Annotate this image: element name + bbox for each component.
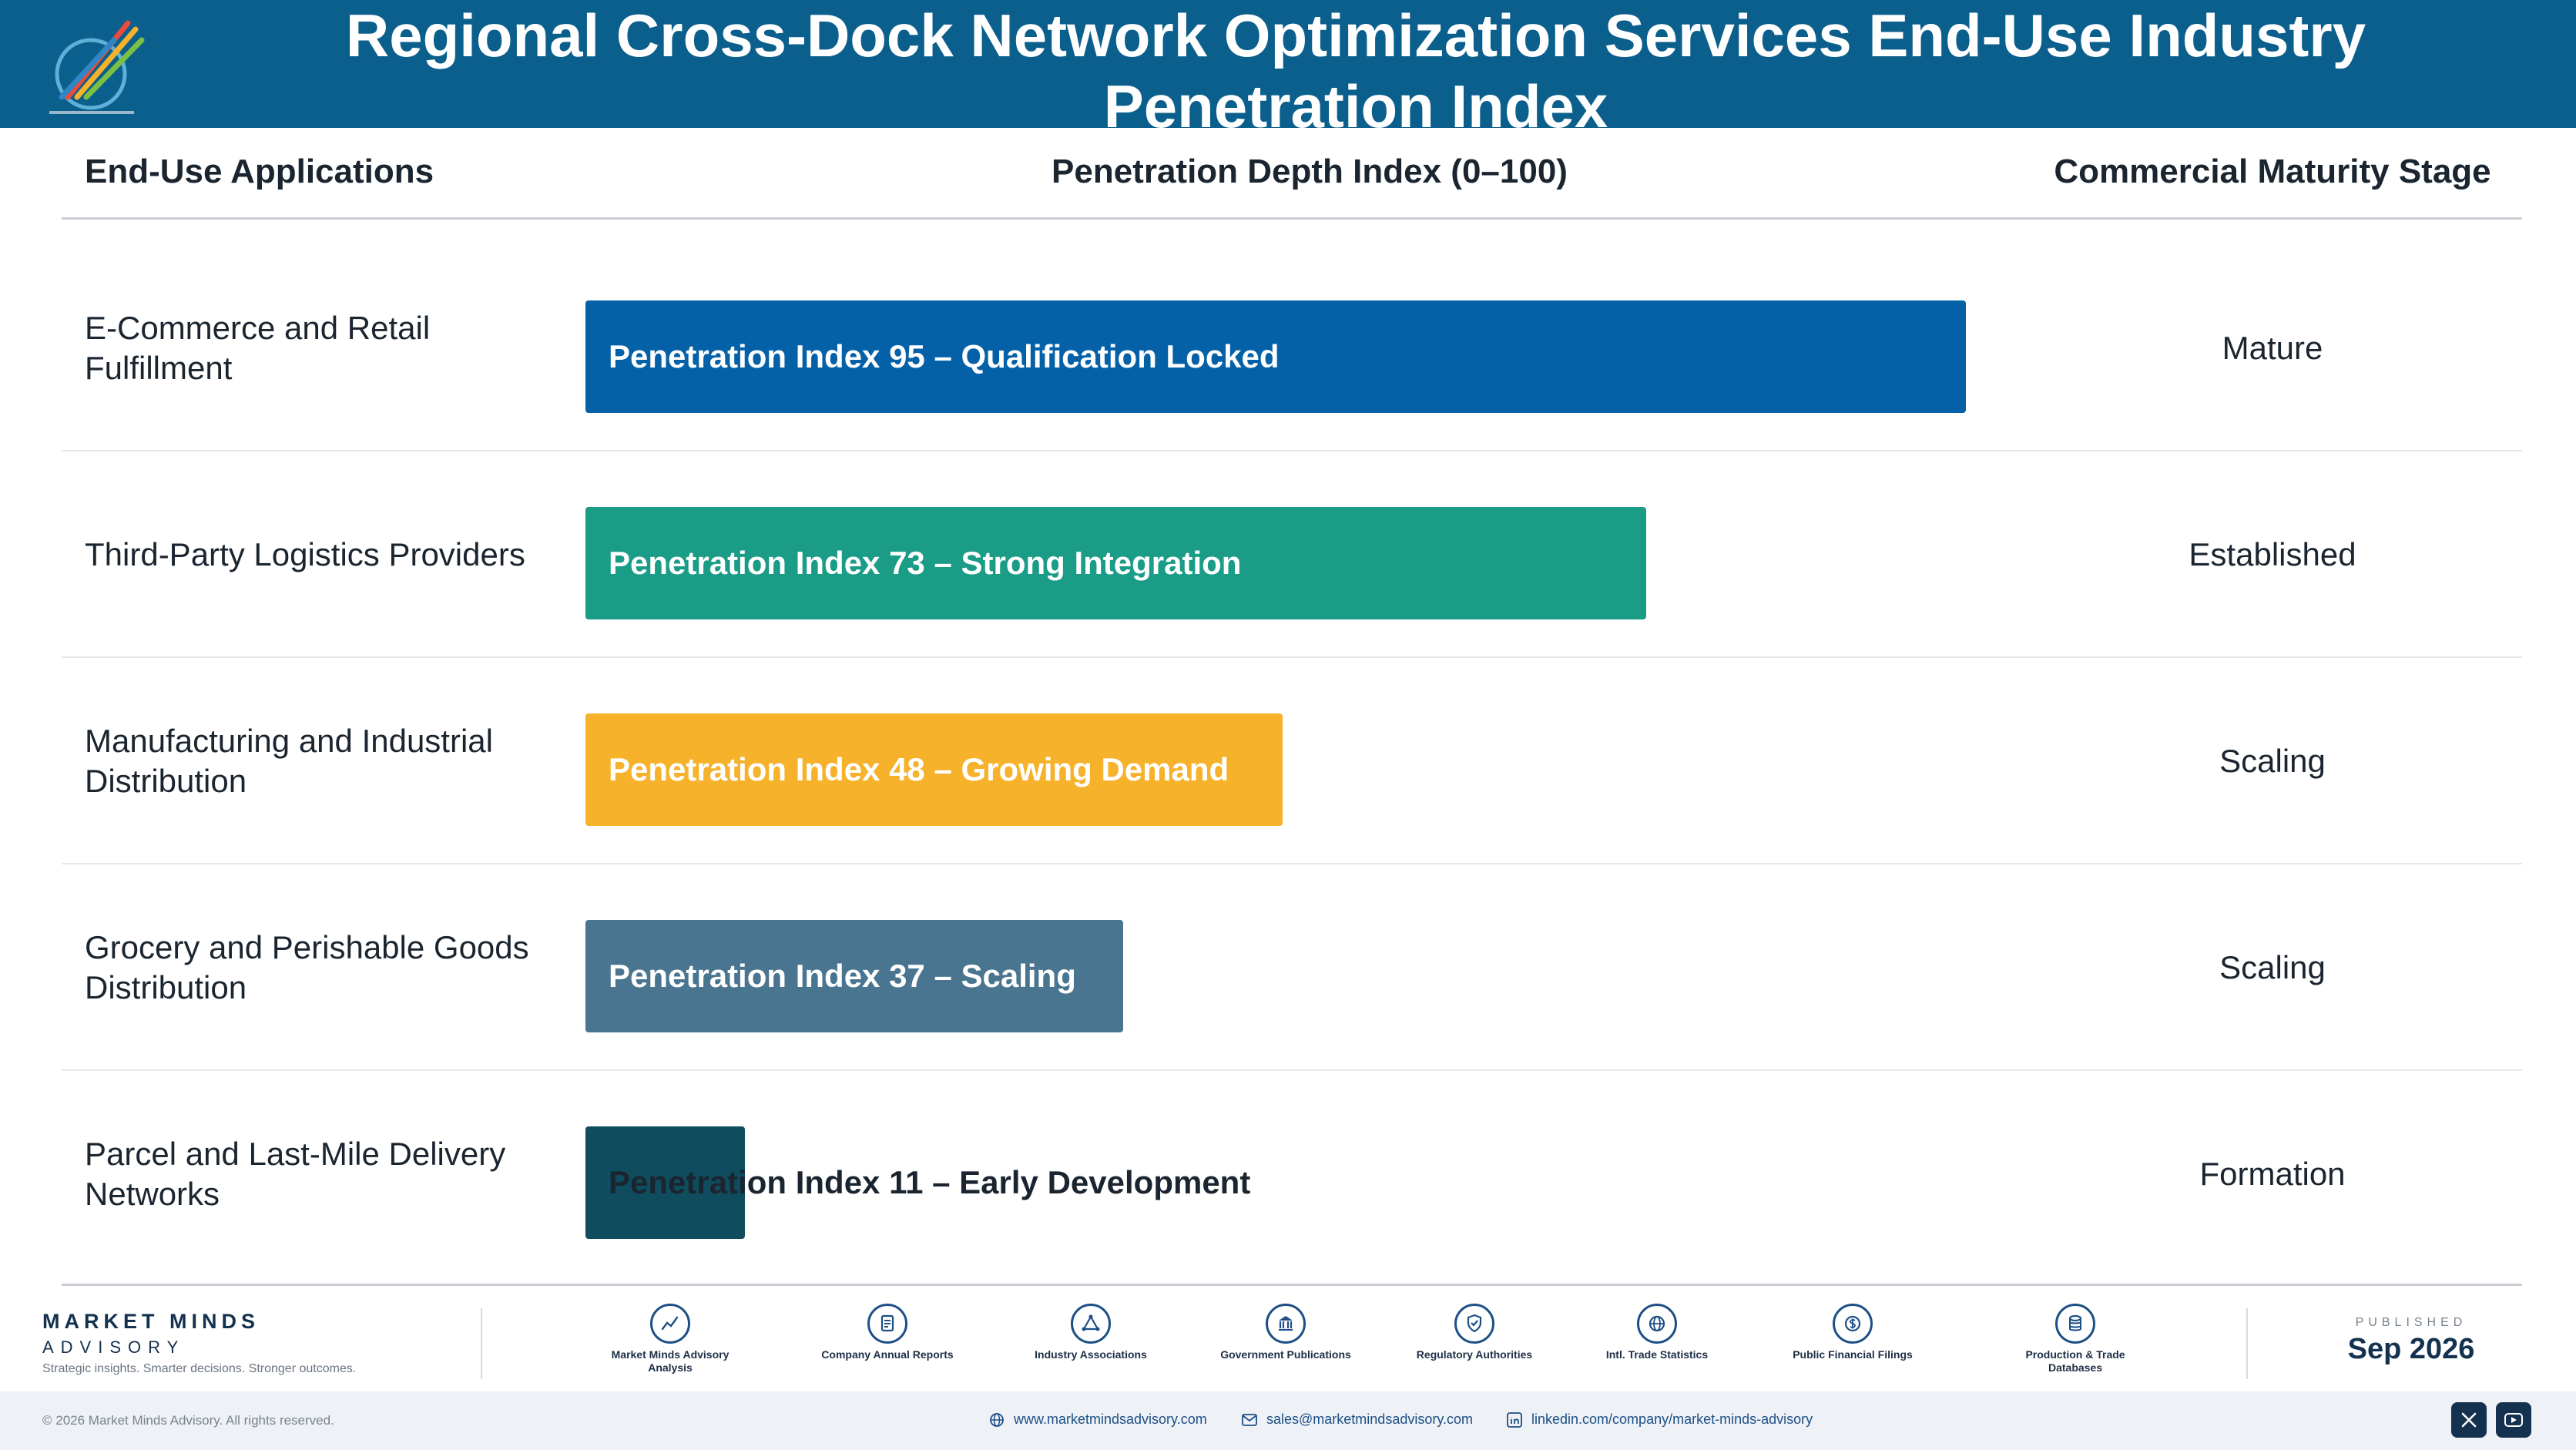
network-icon [1071, 1304, 1111, 1344]
application-label: E-Commerce and Retail Fulfillment [85, 310, 431, 386]
dollar-coin-icon [1833, 1304, 1873, 1344]
application-label: Parcel and Last-Mile Delivery Networks [85, 1136, 506, 1212]
chart-line-icon [650, 1304, 690, 1344]
source-label: Public Financial Filings [1793, 1348, 1913, 1361]
source-item: Company Annual Reports [810, 1304, 964, 1361]
brand-name: MARKET MINDS [42, 1310, 260, 1333]
published-label: PUBLISHED [2355, 1316, 2467, 1329]
application-label: Manufacturing and Industrial Distributio… [85, 723, 493, 799]
database-icon [2055, 1304, 2095, 1344]
header-band: Regional Cross-Dock Network Optimization… [0, 0, 2576, 140]
source-item: Market Minds Advisory Analysis [593, 1304, 747, 1374]
source-item: Intl. Trade Statistics [1580, 1304, 1734, 1361]
application-label: Grocery and Perishable Goods Distributio… [85, 929, 529, 1005]
chart-row: Third-Party Logistics Providers Penetrati… [62, 451, 2522, 658]
market-minds-logo [49, 20, 145, 114]
maturity-stage: Mature [2222, 330, 2323, 366]
column-header-index: Penetration Depth Index (0–100) [1052, 153, 1568, 190]
penetration-bar [585, 713, 1283, 826]
globe-icon [1637, 1304, 1677, 1344]
document-icon [867, 1304, 907, 1344]
source-label: Intl. Trade Statistics [1605, 1348, 1709, 1361]
brand-subtitle: ADVISORY [42, 1338, 186, 1357]
chart-row: Parcel and Last-Mile Delivery Networks Pe… [62, 1071, 2522, 1277]
penetration-bar [585, 920, 1123, 1032]
source-label: Production & Trade Databases [2025, 1348, 2125, 1374]
copyright-text: © 2026 Market Minds Advisory. All rights… [42, 1413, 334, 1428]
row-divider [62, 1069, 2522, 1071]
shield-check-icon [1454, 1304, 1494, 1344]
column-header-applications: End-Use Applications [85, 153, 434, 190]
penetration-bar [585, 1126, 745, 1239]
bar-data-label: Penetration Index 37 – Scaling [609, 958, 1076, 994]
contact-band [0, 1391, 2576, 1450]
source-label: Government Publications [1220, 1348, 1351, 1361]
x-icon [2461, 1412, 2477, 1428]
maturity-stage: Scaling [2219, 949, 2326, 985]
linkedin-icon [1507, 1411, 1522, 1428]
published-date: Sep 2026 [2347, 1333, 2475, 1365]
source-item: Government Publications [1209, 1304, 1363, 1361]
row-divider [62, 450, 2522, 451]
row-divider [62, 863, 2522, 864]
source-label: Company Annual Reports [821, 1348, 954, 1361]
maturity-stage: Scaling [2219, 743, 2326, 779]
maturity-stage: Established [2189, 536, 2356, 572]
table-bottom-divider [62, 1284, 2522, 1286]
column-header-stage: Commercial Maturity Stage [2054, 153, 2491, 190]
source-item: Public Financial Filings [1776, 1304, 1930, 1361]
source-label: Industry Associations [1035, 1348, 1147, 1361]
source-label: Market Minds Advisory Analysis [611, 1348, 730, 1374]
penetration-bar [585, 300, 1966, 413]
youtube-icon [2504, 1413, 2523, 1427]
application-label: Third-Party Logistics Providers [85, 536, 525, 572]
bar-data-label: Penetration Index 11 – Early Development [609, 1164, 1251, 1200]
chart-row: E-Commerce and Retail Fulfillment Penetra… [62, 245, 2522, 451]
penetration-bar [585, 507, 1646, 619]
bar-data-label: Penetration Index 95 – Qualification Loc… [609, 338, 1280, 374]
source-item: Regulatory Authorities [1397, 1304, 1551, 1361]
brand-tagline: Strategic insights. Smarter decisions. S… [42, 1362, 357, 1375]
bar-data-label: Penetration Index 73 – Strong Integratio… [609, 545, 1242, 581]
source-item: Industry Associations [1014, 1304, 1168, 1361]
footer-divider-left [481, 1308, 482, 1379]
x-social-button[interactable] [2451, 1402, 2487, 1438]
row-divider [62, 656, 2522, 658]
government-building-icon [1266, 1304, 1306, 1344]
mail-icon [1242, 1413, 1257, 1426]
linkedin-link[interactable]: linkedin.com/company/market-minds-adviso… [1507, 1411, 1813, 1428]
chart-row: Grocery and Perishable Goods Distributio… [62, 864, 2522, 1071]
footer-divider-right [2246, 1308, 2248, 1379]
source-item: Production & Trade Databases [1998, 1304, 2152, 1374]
source-label: Regulatory Authorities [1416, 1348, 1533, 1361]
website-link[interactable]: www.marketmindsadvisory.com [989, 1411, 1207, 1428]
email-link[interactable]: sales@marketmindsadvisory.com [1242, 1411, 1473, 1428]
website-text: www.marketmindsadvisory.com [1014, 1411, 1207, 1427]
globe-icon [989, 1412, 1005, 1428]
linkedin-text: linkedin.com/company/market-minds-adviso… [1531, 1411, 1813, 1427]
page-title: Regional Cross-Dock Network Optimization… [345, 2, 2366, 140]
bar-data-label: Penetration Index 48 – Growing Demand [609, 751, 1229, 787]
maturity-stage: Formation [2199, 1156, 2346, 1192]
header-divider [62, 217, 2522, 220]
chart-row: Manufacturing and Industrial Distributio… [62, 658, 2522, 864]
email-text: sales@marketmindsadvisory.com [1266, 1411, 1474, 1427]
youtube-social-button[interactable] [2496, 1402, 2531, 1438]
